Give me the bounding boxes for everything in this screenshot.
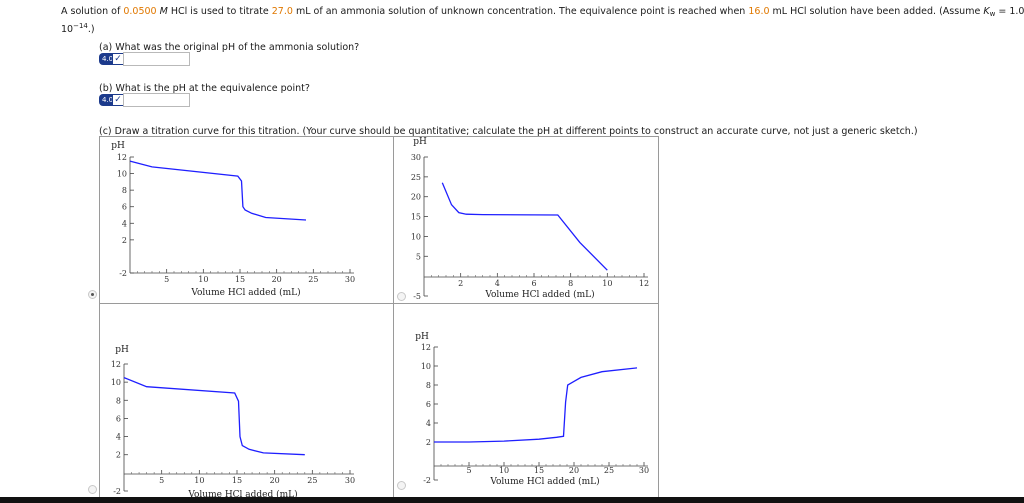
y-tick-label: 4 <box>426 419 431 428</box>
y-tick-label: 2 <box>426 438 431 447</box>
x-tick-label: 12 <box>639 279 649 288</box>
y-tick-label: 5 <box>416 252 421 261</box>
x-axis-label: Volume HCl added (mL) <box>190 287 300 298</box>
x-tick-label: 20 <box>272 275 282 284</box>
kw-exponent: −14 <box>73 22 88 30</box>
y-tick-label: -5 <box>413 292 421 301</box>
x-tick-label: 20 <box>569 466 579 475</box>
y-tick-label: 8 <box>122 186 127 195</box>
y-tick-label: 30 <box>411 153 421 162</box>
y-tick-label: 4 <box>116 433 121 442</box>
x-axis-label: Volume HCl added (mL) <box>489 476 599 487</box>
chart-option-1-radio[interactable] <box>88 290 97 299</box>
part-c-question: (c) Draw a titration curve for this titr… <box>99 126 918 137</box>
y-tick-label: 10 <box>117 170 127 179</box>
x-tick-label: 10 <box>499 466 509 475</box>
titration-curve <box>441 182 608 271</box>
problem-text: mL of an ammonia solution of unknown con… <box>295 6 746 17</box>
x-tick-label: 10 <box>194 476 204 485</box>
titration-curve <box>123 376 305 456</box>
x-tick-label: 15 <box>235 275 245 284</box>
part-b-question: (b) What is the pH at the equivalence po… <box>99 83 310 94</box>
problem-text: HCl is used to titrate <box>170 6 269 17</box>
y-tick-label: 25 <box>411 173 421 182</box>
x-axis-label: Volume HCl added (mL) <box>187 489 297 497</box>
y-tick-label: 12 <box>421 343 431 352</box>
equivalence-volume: 16.0 <box>748 6 770 17</box>
titration-chart-4: -2 2 4 6 8 10 12 5 10 15 20 25 30 pH Volume HCl added … <box>415 332 649 487</box>
x-tick-label: 15 <box>534 466 544 475</box>
y-tick-label: 10 <box>411 232 421 241</box>
part-a-question: (a) What was the original pH of the ammo… <box>99 42 360 53</box>
y-tick-label: 10 <box>421 362 431 371</box>
y-axis-label: pH <box>115 345 129 355</box>
titration-chart-3: -2 2 4 6 8 10 12 5 10 15 20 25 30 pH Volume HCl added … <box>111 345 355 497</box>
y-axis-label: pH <box>415 332 429 342</box>
x-tick-label: 15 <box>232 476 242 485</box>
problem-statement: A solution of 0.0500 M HCl is used to ti… <box>61 6 1024 18</box>
kw-subscript: w <box>989 10 996 18</box>
x-tick-label: 30 <box>639 466 649 475</box>
y-tick-label: -2 <box>423 476 431 485</box>
y-tick-label: 15 <box>411 213 421 222</box>
titration-chart-2: -5 5 10 15 20 25 30 2 4 6 8 10 12 pH Volume HCl added … <box>411 137 649 301</box>
x-tick-label: 10 <box>602 279 612 288</box>
titrated-volume: 27.0 <box>271 6 293 17</box>
check-icon: ✓ <box>112 94 124 106</box>
kw-value: = 1.01× <box>998 6 1024 17</box>
y-tick-label: 20 <box>411 193 421 202</box>
y-tick-label: 8 <box>426 381 431 390</box>
y-tick-label: 2 <box>116 451 121 460</box>
part-b-answer-input[interactable] <box>123 93 190 107</box>
grid-divider-horizontal <box>99 303 659 304</box>
x-tick-label: 25 <box>604 466 614 475</box>
molar-unit: M <box>159 6 168 17</box>
part-b-score-badge: 4.0 ✓ <box>99 94 138 106</box>
y-tick-label: 10 <box>111 378 121 387</box>
chart-option-2-radio[interactable] <box>397 292 406 301</box>
titration-curve <box>434 367 638 443</box>
x-tick-label: 10 <box>198 275 208 284</box>
y-tick-label: 6 <box>426 400 431 409</box>
x-tick-label: 4 <box>495 279 500 288</box>
problem-statement-cont: 10−14.) <box>61 22 95 35</box>
titration-curve <box>129 160 307 221</box>
problem-text: A solution of <box>61 6 121 17</box>
x-tick-label: 25 <box>307 476 317 485</box>
problem-text: .) <box>87 24 95 35</box>
kw-exponent-base: 10 <box>61 24 74 35</box>
y-tick-label: 8 <box>116 396 121 405</box>
x-tick-label: 20 <box>270 476 280 485</box>
part-a-score-badge: 4.0 ✓ <box>99 53 138 65</box>
y-tick-label: 2 <box>122 236 127 245</box>
y-tick-label: -2 <box>119 269 127 278</box>
x-axis-label: Volume HCl added (mL) <box>484 289 594 300</box>
y-tick-label: 12 <box>111 360 121 369</box>
x-tick-label: 6 <box>531 279 536 288</box>
y-tick-label: -2 <box>113 487 121 496</box>
titration-chart-1: -2 2 4 6 8 10 12 5 10 15 20 25 30 pH Volume HCl added … <box>111 141 355 298</box>
part-a-answer-input[interactable] <box>123 52 190 66</box>
x-tick-label: 8 <box>568 279 573 288</box>
x-tick-label: 5 <box>159 476 164 485</box>
x-tick-label: 30 <box>345 275 355 284</box>
y-axis-label: pH <box>111 141 125 151</box>
bottom-taskbar <box>0 497 1024 503</box>
x-tick-label: 30 <box>345 476 355 485</box>
y-tick-label: 12 <box>117 153 127 162</box>
kw-symbol: K <box>983 6 990 17</box>
grid-divider-vertical <box>393 136 394 498</box>
x-tick-label: 5 <box>466 466 471 475</box>
chart-option-4-radio[interactable] <box>397 481 406 490</box>
y-tick-label: 4 <box>122 219 127 228</box>
y-tick-label: 6 <box>122 203 127 212</box>
hcl-concentration: 0.0500 <box>123 6 157 17</box>
x-tick-label: 2 <box>458 279 463 288</box>
x-tick-label: 25 <box>308 275 318 284</box>
problem-text: mL HCl solution have been added. (Assume <box>772 6 981 17</box>
y-axis-label: pH <box>413 137 427 147</box>
y-tick-label: 6 <box>116 414 121 423</box>
chart-option-3-radio[interactable] <box>88 485 97 494</box>
x-tick-label: 5 <box>164 275 169 284</box>
